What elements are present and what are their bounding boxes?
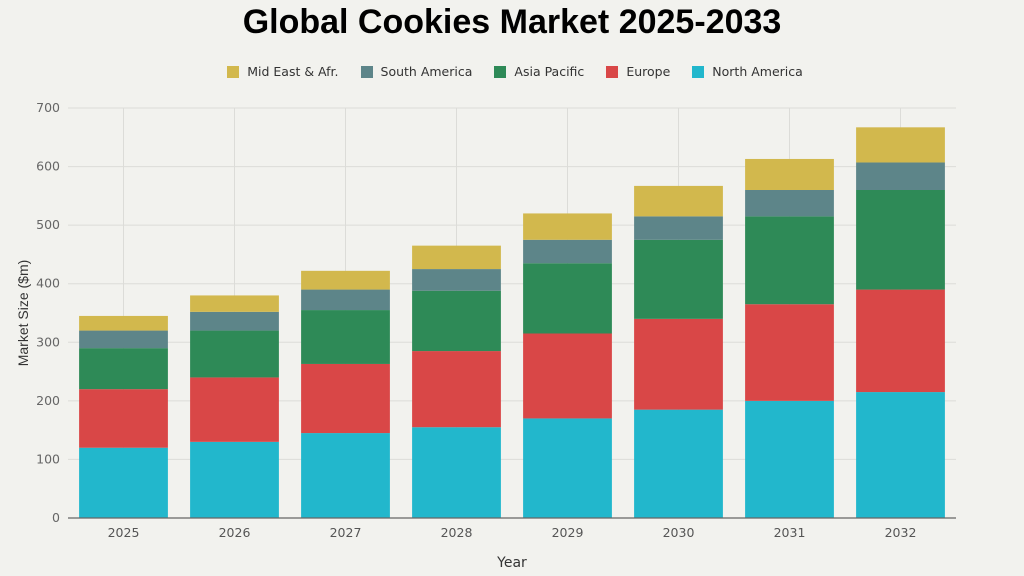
y-axis-label: Market Size ($m)	[15, 260, 31, 367]
legend-label: North America	[712, 64, 803, 79]
legend-swatch	[227, 65, 240, 78]
legend-swatch	[360, 65, 373, 78]
y-tick-label: 600	[36, 159, 60, 174]
bar-segment-north-america	[301, 433, 390, 518]
bar-segment-south-america	[634, 216, 723, 240]
bar-segment-mid-east-afr-	[190, 295, 279, 312]
legend-item[interactable]: Asia Pacific	[494, 64, 584, 79]
bar-segment-mid-east-afr-	[79, 315, 168, 331]
y-tick-label: 300	[36, 334, 60, 349]
bar-segment-south-america	[301, 289, 390, 311]
bar-segment-asia-pacific	[412, 290, 501, 352]
legend-item[interactable]: Mid East & Afr.	[227, 64, 339, 79]
bar-segment-north-america	[79, 447, 168, 518]
y-tick-label: 500	[36, 217, 60, 232]
y-tick-label: 700	[36, 100, 60, 115]
bar-segment-europe	[856, 289, 945, 393]
legend-label: Mid East & Afr.	[247, 64, 339, 79]
bar-segment-north-america	[412, 427, 501, 518]
bar-segment-asia-pacific	[634, 239, 723, 319]
legend-label: Europe	[626, 64, 671, 79]
bar-segment-asia-pacific	[301, 310, 390, 364]
legend-label: South America	[380, 64, 473, 79]
legend-item[interactable]: South America	[360, 64, 473, 79]
legend-swatch	[692, 65, 705, 78]
bar-segment-mid-east-afr-	[412, 245, 501, 270]
bar-segment-asia-pacific	[79, 348, 168, 390]
bar-segment-mid-east-afr-	[745, 158, 834, 190]
y-tick-label: 200	[36, 393, 60, 408]
y-tick-label: 100	[36, 451, 60, 466]
legend-label: Asia Pacific	[514, 64, 585, 79]
x-tick-label: 2030	[663, 525, 695, 540]
bar-segment-mid-east-afr-	[634, 185, 723, 217]
chart-title: Global Cookies Market 2025-2033	[242, 3, 782, 41]
bar-segment-asia-pacific	[856, 190, 945, 290]
bar-segment-north-america	[856, 392, 945, 518]
x-tick-label: 2028	[441, 525, 473, 540]
bar-segment-asia-pacific	[523, 263, 612, 334]
y-tick-label: 400	[36, 276, 60, 291]
bar-segment-europe	[634, 318, 723, 410]
legend-swatch	[606, 65, 619, 78]
x-tick-label: 2026	[219, 525, 251, 540]
bar-segment-south-america	[856, 162, 945, 190]
bar-segment-north-america	[190, 441, 279, 518]
bar-segment-north-america	[634, 409, 723, 518]
bar-segment-south-america	[523, 239, 612, 264]
bar-segment-south-america	[190, 311, 279, 331]
bar-segment-europe	[523, 333, 612, 419]
x-tick-label: 2025	[108, 525, 140, 540]
bar-segment-mid-east-afr-	[523, 213, 612, 240]
bar-segment-europe	[190, 377, 279, 442]
x-tick-label: 2031	[774, 525, 806, 540]
bar-segment-south-america	[412, 269, 501, 291]
x-tick-label: 2029	[552, 525, 584, 540]
y-tick-label: 0	[52, 510, 60, 525]
bar-segment-europe	[301, 363, 390, 434]
bar-segment-europe	[79, 389, 168, 448]
legend-item[interactable]: North America	[692, 64, 803, 79]
x-axis-label: Year	[496, 555, 527, 571]
legend-swatch	[494, 65, 507, 78]
bar-segment-mid-east-afr-	[301, 270, 390, 290]
bar-segment-north-america	[523, 418, 612, 518]
bar-segment-north-america	[745, 400, 834, 518]
legend: Mid East & Afr. South America Asia Pacific…	[0, 64, 1024, 79]
legend-item[interactable]: Europe	[606, 64, 670, 79]
bar-segment-europe	[745, 304, 834, 401]
x-tick-label: 2027	[330, 525, 362, 540]
x-tick-label: 2032	[885, 525, 917, 540]
bar-segment-asia-pacific	[190, 330, 279, 378]
bar-segment-europe	[412, 351, 501, 428]
bar-segment-south-america	[79, 330, 168, 349]
bar-segment-mid-east-afr-	[856, 127, 945, 163]
bar-segment-asia-pacific	[745, 216, 834, 305]
bar-segment-south-america	[745, 190, 834, 217]
